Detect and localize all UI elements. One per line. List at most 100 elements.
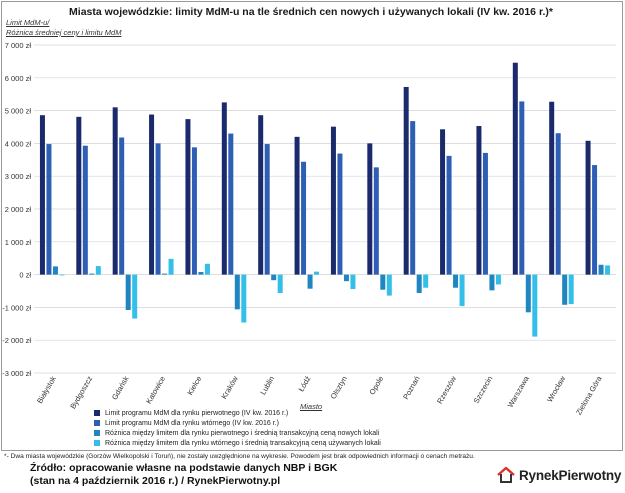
bar-3 <box>234 274 240 310</box>
x-tick-label: Olsztyn <box>329 375 349 401</box>
y-tick-label: -1 000 zł <box>2 303 31 312</box>
bar-1 <box>294 136 300 275</box>
x-tick-label: Wrocław <box>545 374 567 404</box>
legend-label: Limit programu MdM dla rynku pierwotnego… <box>105 409 289 417</box>
y-tick-label: 1 000 zł <box>5 238 32 247</box>
x-tick-label: Warszawa <box>506 374 532 409</box>
y-tick-label: -3 000 zł <box>2 369 31 378</box>
bar-4 <box>532 274 538 337</box>
bar-3 <box>198 271 204 275</box>
bar-3 <box>598 264 604 275</box>
legend-swatch <box>94 410 100 416</box>
bar-2 <box>592 165 598 275</box>
bar-2 <box>337 153 343 275</box>
bar-1 <box>367 143 373 275</box>
bar-1 <box>39 115 45 275</box>
legend-item: Różnica między limitem dla rynku wtórneg… <box>94 438 381 448</box>
legend-swatch <box>94 440 100 446</box>
bar-1 <box>512 62 518 275</box>
bar-4 <box>605 265 611 275</box>
brand-name: RynekPierwotny <box>519 467 622 483</box>
brand-logo: RynekPierwotny <box>496 466 621 484</box>
bar-1 <box>330 126 336 275</box>
bar-4 <box>568 274 574 305</box>
bar-3 <box>416 274 422 293</box>
bar-2 <box>519 101 525 275</box>
bar-4 <box>204 263 210 275</box>
source-note: Źródło: opracowanie własne na podstawie … <box>30 462 337 488</box>
legend-item: Różnica między limitem dla rynku pierwot… <box>94 428 381 438</box>
chart-title: Miasta wojewódzkie: limity MdM-u na tle … <box>69 6 553 18</box>
bar-2 <box>119 137 125 275</box>
bar-3 <box>307 274 313 289</box>
bar-2 <box>228 133 234 275</box>
bar-4 <box>314 271 320 275</box>
bar-4 <box>59 274 65 276</box>
x-tick-label: Kielce <box>185 375 203 397</box>
bar-1 <box>185 119 191 275</box>
bar-3 <box>162 273 168 275</box>
bar-2 <box>82 145 88 275</box>
bar-4 <box>168 258 174 275</box>
bar-1 <box>76 116 82 275</box>
x-tick-label: Rzeszów <box>435 374 458 405</box>
legend-label: Różnica między limitem dla rynku wtórneg… <box>105 439 381 447</box>
y-tick-label: 2 000 zł <box>5 205 32 214</box>
bar-1 <box>221 102 227 275</box>
bar-4 <box>95 266 101 275</box>
y-tick-label: 5 000 zł <box>5 107 32 116</box>
bar-4 <box>241 274 247 323</box>
bar-3 <box>52 266 58 275</box>
bar-3 <box>489 274 495 291</box>
x-tick-label: Poznań <box>401 375 422 402</box>
x-tick-label: Gdańsk <box>110 374 131 401</box>
bar-3 <box>525 274 531 313</box>
bar-4 <box>350 274 356 290</box>
bar-1 <box>585 140 591 275</box>
bar-3 <box>343 274 349 282</box>
bar-1 <box>258 115 264 275</box>
bar-1 <box>149 114 155 275</box>
source-line1: Źródło: opracowanie własne na podstawie … <box>30 462 338 474</box>
legend-swatch <box>94 430 100 436</box>
bar-2 <box>446 155 452 275</box>
x-tick-label: Łódź <box>297 374 313 393</box>
bar-4 <box>495 274 501 285</box>
x-tick-label: Lublin <box>258 375 276 397</box>
bar-2 <box>46 144 52 275</box>
bar-4 <box>386 274 392 296</box>
x-tick-label: Zielona Góra <box>574 374 604 417</box>
bar-4 <box>459 274 465 307</box>
bar-1 <box>403 86 409 275</box>
bar-3 <box>562 274 568 305</box>
x-tick-label: Opole <box>367 375 385 397</box>
bar-chart: -3 000 zł -2 000 zł -1 000 zł 0 zł 1 000 zł 2… <box>2 41 616 417</box>
bar-2 <box>373 167 379 275</box>
bar-3 <box>380 274 386 290</box>
y-axis-label: Limit MdM-u/ Różnica średniej ceny i lim… <box>6 18 121 38</box>
x-tick-label: Bydgoszcz <box>68 374 94 410</box>
bar-1 <box>112 107 118 275</box>
footnote: *- Dwa miasta wojewódzkie (Gorzów Wielko… <box>4 453 475 460</box>
y-tick-label: 0 zł <box>19 271 31 280</box>
bar-3 <box>271 274 277 281</box>
bar-3 <box>89 273 95 275</box>
y-tick-label: 3 000 zł <box>5 172 32 181</box>
house-logo-icon <box>496 466 516 484</box>
bar-2 <box>191 147 197 275</box>
bar-2 <box>301 161 307 275</box>
x-axis-label: Miasto <box>300 402 323 411</box>
source-line2: (stan na 4 październik 2016 r.) / RynekP… <box>30 475 281 487</box>
bar-4 <box>277 274 283 293</box>
y-axis-label-line1: Limit MdM-u/ <box>6 18 50 27</box>
bar-1 <box>476 126 482 275</box>
y-tick-label: 6 000 zł <box>5 74 32 83</box>
bar-3 <box>125 274 131 311</box>
bar-2 <box>410 121 416 275</box>
bar-2 <box>555 133 561 275</box>
bar-4 <box>423 274 429 288</box>
bar-2 <box>482 152 488 275</box>
legend: Limit programu MdM dla rynku pierwotnego… <box>94 408 381 448</box>
y-tick-label: 4 000 zł <box>5 139 32 148</box>
y-tick-label: -2 000 zł <box>2 336 31 345</box>
